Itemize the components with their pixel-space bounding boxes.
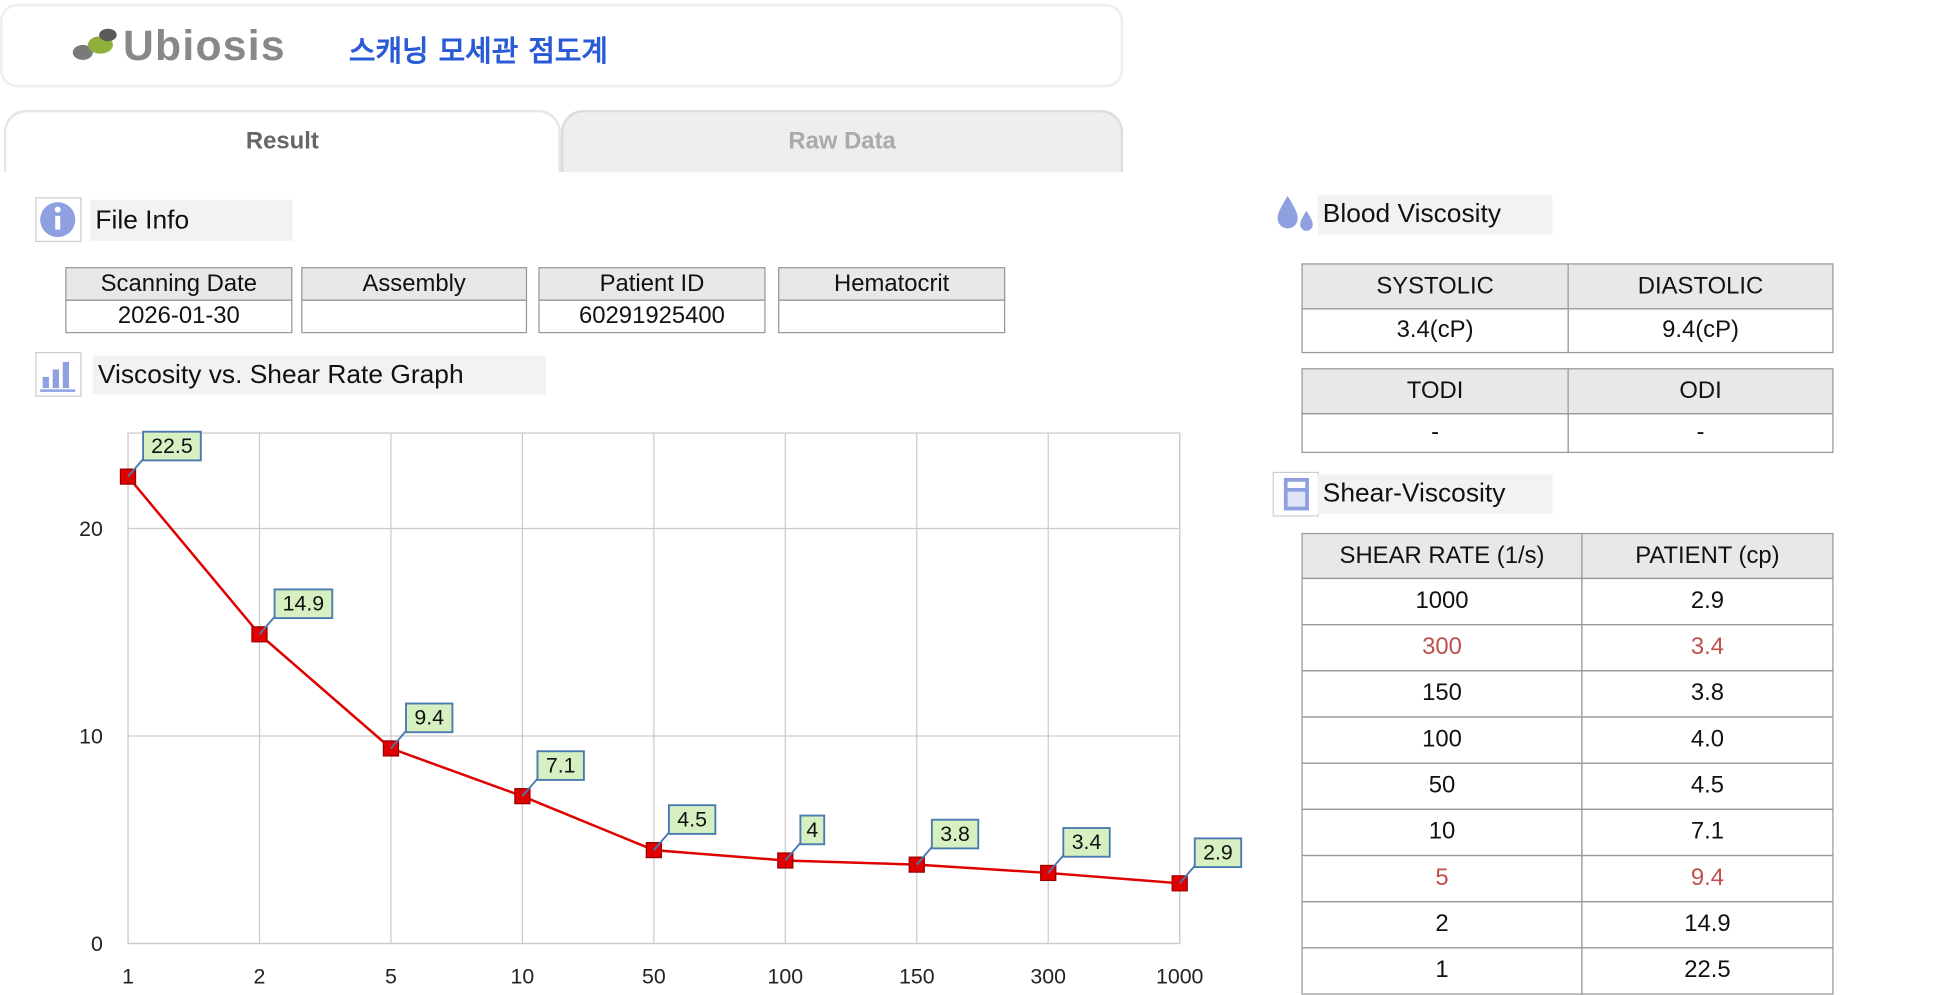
table-header: Assembly bbox=[301, 267, 528, 301]
label-box bbox=[405, 702, 454, 734]
section-label: Viscosity vs. Shear Rate Graph bbox=[92, 355, 546, 395]
table-cell: 2026-01-30 bbox=[65, 299, 293, 334]
data-label: 22.5 bbox=[151, 434, 193, 458]
table-cell: 50 bbox=[1301, 762, 1583, 810]
section-label: Blood Viscosity bbox=[1317, 194, 1553, 235]
label-box bbox=[273, 588, 334, 620]
table-header: Scanning Date bbox=[65, 267, 293, 301]
x-tick-label: 1 bbox=[122, 964, 134, 988]
logo-icon bbox=[72, 28, 117, 60]
table-cell: 9.4 bbox=[1581, 854, 1834, 903]
table-header: TODI bbox=[1301, 368, 1569, 415]
table-cell: 100 bbox=[1301, 716, 1583, 764]
table-cell: 300 bbox=[1301, 624, 1583, 672]
table-cell: 3.8 bbox=[1581, 670, 1834, 718]
table-cell: 9.4(cP) bbox=[1567, 308, 1834, 354]
table-cell: 22.5 bbox=[1581, 947, 1834, 995]
section-label: Shear-Viscosity bbox=[1317, 474, 1553, 515]
tab-raw-data[interactable]: Raw Data bbox=[560, 109, 1124, 173]
table-cell: 3.4 bbox=[1581, 624, 1834, 672]
data-label: 2.9 bbox=[1203, 841, 1233, 865]
data-label: 4 bbox=[806, 818, 818, 842]
table-header: PATIENT (cp) bbox=[1581, 532, 1834, 580]
data-label: 9.4 bbox=[414, 706, 444, 730]
table-cell bbox=[778, 299, 1006, 334]
x-tick-label: 50 bbox=[642, 964, 666, 988]
table-header: SHEAR RATE (1/s) bbox=[1301, 532, 1583, 580]
label-box bbox=[536, 750, 585, 781]
table-cell: 1000 bbox=[1301, 577, 1583, 626]
table-header: Patient ID bbox=[538, 267, 766, 301]
label-box bbox=[930, 818, 980, 850]
x-tick-label: 150 bbox=[899, 964, 935, 988]
label-box bbox=[142, 430, 202, 462]
table-cell: 10 bbox=[1301, 808, 1583, 857]
table-cell: - bbox=[1301, 413, 1569, 454]
x-tick-label: 1000 bbox=[1156, 964, 1203, 988]
brand: Ubiosis bbox=[122, 22, 286, 70]
x-tick-label: 2 bbox=[254, 964, 266, 988]
table-header: Hematocrit bbox=[778, 267, 1006, 301]
table-cell: 7.1 bbox=[1581, 808, 1834, 857]
tab-result[interactable]: Result bbox=[3, 109, 561, 173]
label-box bbox=[1062, 827, 1111, 858]
table-cell: 2 bbox=[1301, 901, 1583, 949]
y-tick-label: 10 bbox=[79, 725, 103, 749]
label-leader bbox=[1047, 854, 1065, 874]
table-cell: 1 bbox=[1301, 947, 1583, 995]
table-header: DIASTOLIC bbox=[1567, 263, 1834, 310]
data-label: 7.1 bbox=[546, 754, 576, 778]
drop-icon bbox=[1277, 195, 1313, 231]
section-label: File Info bbox=[90, 199, 293, 241]
data-label: 14.9 bbox=[283, 592, 325, 616]
app-title: 스캐닝 모세관 점도계 bbox=[348, 36, 609, 69]
x-tick-label: 100 bbox=[768, 964, 804, 988]
graph-icon bbox=[35, 351, 82, 397]
x-tick-label: 10 bbox=[511, 964, 535, 988]
table-cell: 2.9 bbox=[1581, 577, 1834, 626]
info-icon bbox=[35, 197, 82, 243]
table-cell: 4.0 bbox=[1581, 716, 1834, 764]
table-cell: - bbox=[1567, 413, 1834, 454]
y-tick-label: 20 bbox=[79, 517, 103, 541]
y-tick-label: 0 bbox=[91, 932, 103, 956]
table-header: ODI bbox=[1567, 368, 1834, 415]
label-leader bbox=[1178, 865, 1196, 884]
label-leader bbox=[390, 730, 407, 750]
label-leader bbox=[521, 778, 539, 797]
table-header: SYSTOLIC bbox=[1301, 263, 1569, 310]
label-leader bbox=[653, 832, 670, 851]
table-cell: 5 bbox=[1301, 854, 1583, 903]
data-label: 4.5 bbox=[677, 807, 707, 831]
x-tick-label: 300 bbox=[1030, 964, 1066, 988]
data-label: 3.4 bbox=[1072, 830, 1102, 854]
table-cell: 14.9 bbox=[1581, 901, 1834, 949]
label-leader bbox=[916, 846, 933, 866]
label-leader bbox=[258, 616, 276, 635]
label-leader bbox=[127, 458, 144, 478]
calc-icon bbox=[1272, 471, 1320, 517]
table-cell: 150 bbox=[1301, 670, 1583, 718]
label-leader bbox=[784, 842, 802, 862]
label-box bbox=[1193, 837, 1243, 869]
label-box bbox=[667, 804, 717, 835]
x-tick-label: 5 bbox=[385, 964, 397, 988]
label-box bbox=[799, 814, 826, 846]
table-cell: 4.5 bbox=[1581, 762, 1834, 810]
table-cell: 60291925400 bbox=[538, 299, 766, 334]
table-cell: 3.4(cP) bbox=[1301, 308, 1569, 354]
data-label: 3.8 bbox=[940, 822, 970, 846]
table-cell bbox=[301, 299, 528, 334]
header bbox=[0, 3, 1124, 88]
